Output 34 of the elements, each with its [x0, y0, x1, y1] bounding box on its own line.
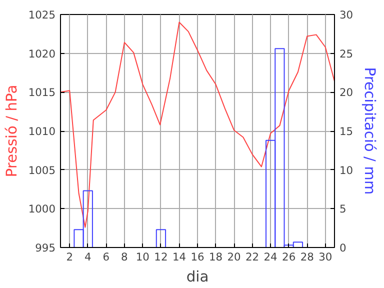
x-tick-label: 20	[227, 250, 242, 264]
x-tick-label: 18	[208, 250, 223, 264]
x-tick-label: 28	[300, 250, 314, 264]
y-tick-label: 995	[35, 242, 56, 254]
y-tick-label: 1020	[28, 47, 56, 60]
y-tick-label: 1000	[28, 202, 56, 216]
y2-axis-title: Precipitació / mm	[361, 67, 378, 195]
x-tick-label: 6	[102, 250, 110, 264]
x-tick-label: 12	[154, 250, 168, 264]
y2-tick-label: 0	[340, 242, 346, 254]
x-axis-title: dia	[186, 268, 209, 286]
y2-tick-label: 30	[340, 8, 354, 22]
x-tick-label: 22	[246, 250, 260, 264]
x-tick-label: 4	[84, 250, 92, 264]
x-tick-label: 30	[318, 250, 332, 264]
x-tick-label: 8	[121, 250, 128, 264]
bar	[156, 229, 166, 248]
y2-tick-label: 10	[340, 164, 354, 177]
x-tick-label: 10	[136, 250, 150, 264]
y-axis-title: Pressió / hPa	[3, 84, 20, 178]
y-tick-label: 1010	[28, 125, 56, 138]
y2-tick-label: 15	[340, 125, 354, 138]
y2-tick-label: 5	[340, 202, 346, 216]
x-tick-label: 26	[282, 250, 296, 264]
line-series	[60, 22, 334, 228]
y-tick-label: 1005	[28, 164, 56, 177]
y-tick-label: 1015	[28, 86, 56, 100]
x-tick-label: 14	[172, 250, 186, 264]
y-tick-label: 1025	[28, 8, 56, 22]
x-tick-label: 2	[66, 250, 74, 264]
x-tick-label: 24	[264, 250, 278, 264]
y2-tick-label: 20	[340, 86, 354, 100]
y2-tick-label: 25	[340, 47, 354, 60]
x-tick-label: 16	[190, 250, 204, 264]
